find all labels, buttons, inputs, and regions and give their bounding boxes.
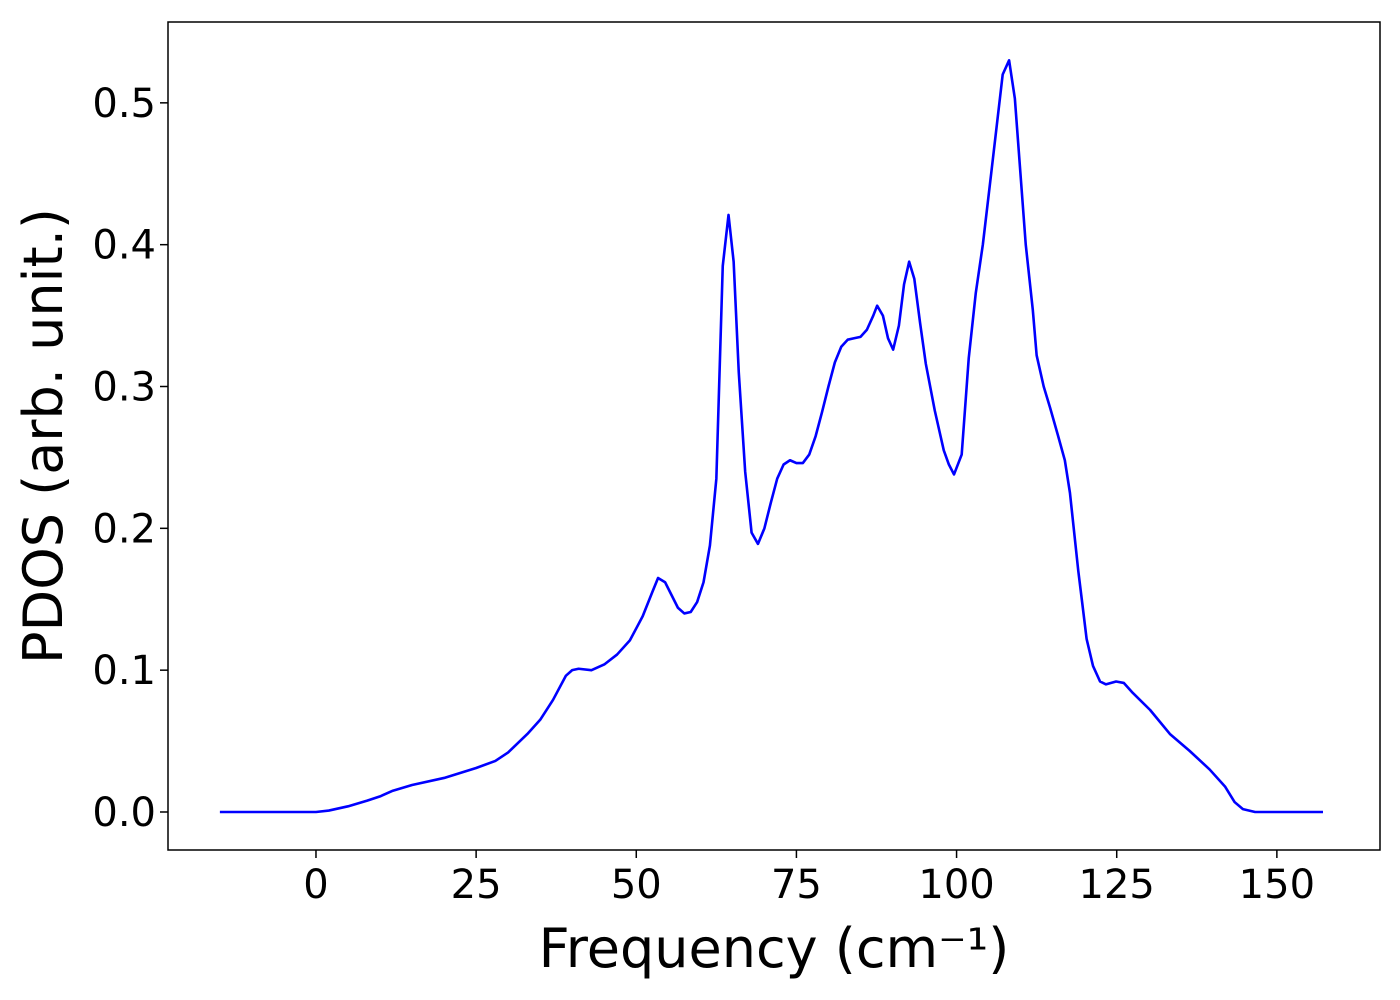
x-axis-label: Frequency (cm⁻¹)	[539, 917, 1010, 980]
x-tick-label: 150	[1239, 862, 1315, 908]
x-tick-label: 125	[1079, 862, 1155, 908]
y-axis-label: PDOS (arb. unit.)	[12, 208, 75, 664]
x-tick-label: 25	[451, 862, 502, 908]
x-tick-label: 100	[918, 862, 994, 908]
y-tick-label: 0.1	[92, 648, 156, 694]
y-tick-label: 0.5	[92, 81, 156, 127]
x-tick-label: 50	[611, 862, 662, 908]
x-tick-label: 75	[771, 862, 822, 908]
plot-frame	[167, 21, 1381, 851]
y-tick-label: 0.4	[92, 223, 156, 269]
y-tick-label: 0.0	[92, 790, 156, 836]
x-tick-label: 0	[303, 862, 328, 908]
y-tick-label: 0.3	[92, 365, 156, 411]
y-tick-label: 0.2	[92, 506, 156, 552]
data-line	[219, 58, 1323, 814]
